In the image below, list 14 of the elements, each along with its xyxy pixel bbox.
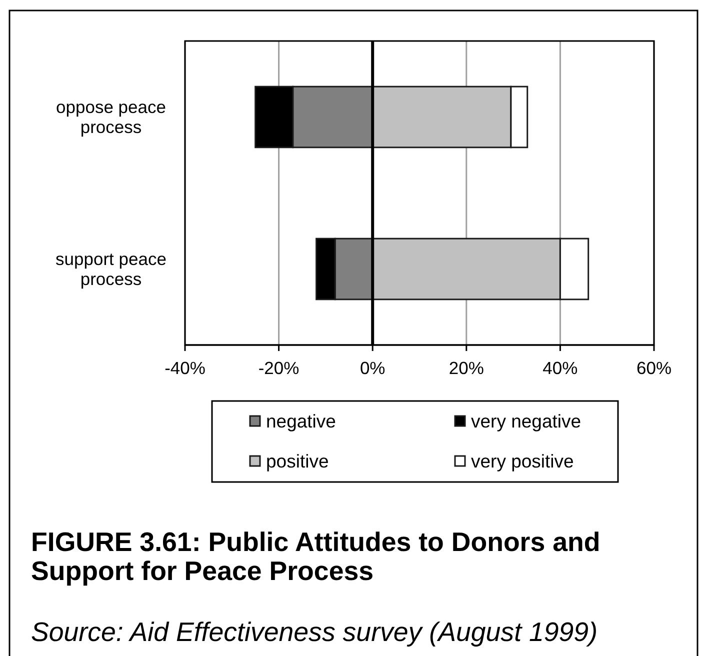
x-tick-label: 0% (360, 358, 386, 378)
x-tick-label: 20% (448, 358, 484, 378)
legend-label: negative (266, 410, 336, 432)
x-tick-label: 60% (636, 358, 672, 378)
legend-label: positive (266, 450, 329, 472)
legend-label: very positive (471, 450, 574, 472)
y-tick-label: support peace process (56, 249, 166, 289)
x-tick-label: -40% (164, 358, 206, 378)
y-tick-label: oppose peace process (56, 97, 166, 137)
legend-label: very negative (471, 410, 582, 432)
source-note: Source: Aid Effectiveness survey (August 1999) (31, 617, 598, 647)
x-tick-label: 40% (542, 358, 578, 378)
x-tick-label: -20% (258, 358, 300, 378)
text: FIGURE 3.61: Public Attitudes to Donors and Support for Peace Process (31, 527, 600, 586)
